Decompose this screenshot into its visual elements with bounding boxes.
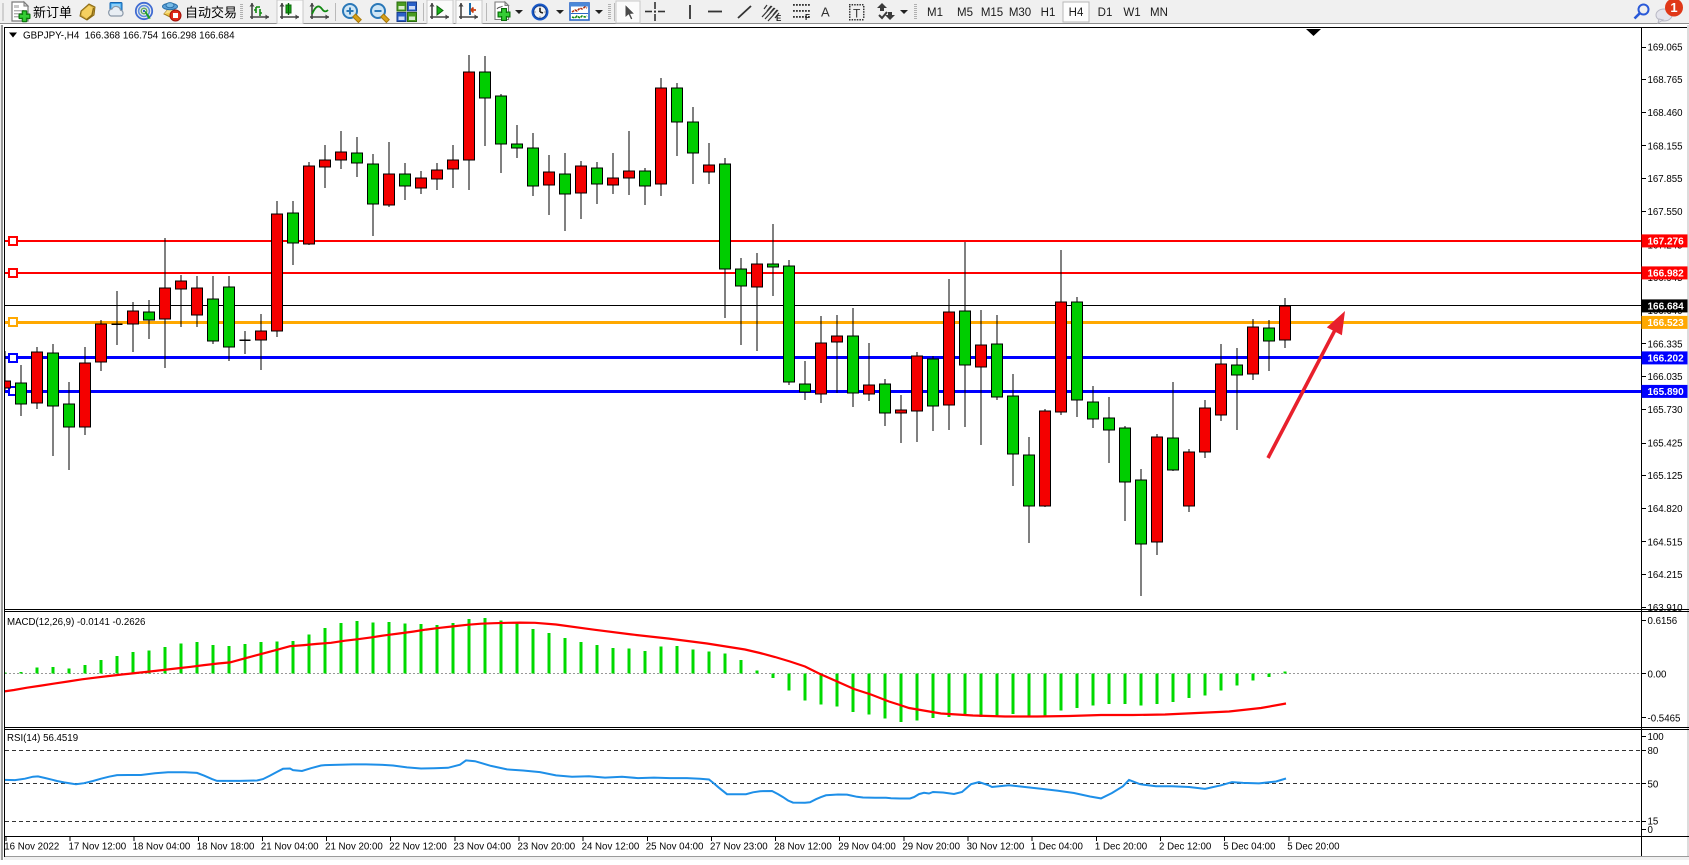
svg-text:D1: D1 [1098,7,1113,19]
svg-text:W1: W1 [1123,7,1140,19]
svg-text:164.515: 164.515 [1648,537,1683,548]
svg-text:165.890: 165.890 [1648,387,1685,398]
svg-text:H4: H4 [1069,7,1084,19]
svg-text:A: A [821,5,830,20]
svg-text:1: 1 [1670,0,1677,15]
svg-text:28 Nov 12:00: 28 Nov 12:00 [774,842,832,853]
svg-text:165.425: 165.425 [1648,438,1683,449]
svg-text:GBPJPY-,H4 166.368 166.754 16: GBPJPY-,H4 166.368 166.754 166.298 166.6… [23,31,235,42]
svg-text:MN: MN [1150,7,1168,19]
svg-text:168.460: 168.460 [1648,108,1684,119]
svg-text:25 Nov 04:00: 25 Nov 04:00 [646,842,704,853]
svg-text:H1: H1 [1041,7,1056,19]
svg-text:18 Nov 18:00: 18 Nov 18:00 [197,842,255,853]
svg-text:21 Nov 20:00: 21 Nov 20:00 [325,842,383,853]
svg-text:23 Nov 04:00: 23 Nov 04:00 [453,842,511,853]
svg-text:E: E [776,14,782,23]
svg-text:29 Nov 20:00: 29 Nov 20:00 [902,842,960,853]
svg-text:RSI(14) 56.4519: RSI(14) 56.4519 [7,733,78,744]
svg-text:164.215: 164.215 [1648,570,1683,581]
svg-text:167.550: 167.550 [1648,207,1684,218]
svg-text:27 Nov 23:00: 27 Nov 23:00 [710,842,768,853]
svg-text:21 Nov 04:00: 21 Nov 04:00 [261,842,319,853]
svg-text:30 Nov 12:00: 30 Nov 12:00 [967,842,1025,853]
svg-text:80: 80 [1648,746,1659,757]
svg-text:M30: M30 [1009,7,1031,19]
svg-text:166.523: 166.523 [1648,318,1685,329]
svg-text:166.982: 166.982 [1648,269,1685,280]
svg-text:50: 50 [1648,779,1659,790]
svg-text:15: 15 [1648,816,1659,827]
svg-text:167.276: 167.276 [1648,237,1685,248]
svg-text:0.00: 0.00 [1648,669,1667,680]
svg-text:168.155: 168.155 [1648,141,1683,152]
svg-text:F: F [805,13,810,22]
svg-text:M15: M15 [981,7,1003,19]
svg-text:169.065: 169.065 [1648,42,1683,53]
svg-text:165.730: 165.730 [1648,405,1684,416]
svg-text:165.125: 165.125 [1648,471,1683,482]
svg-text:23 Nov 20:00: 23 Nov 20:00 [518,842,576,853]
svg-text:16 Nov 2022: 16 Nov 2022 [4,842,59,853]
svg-text:29 Nov 04:00: 29 Nov 04:00 [838,842,896,853]
svg-text:166.684: 166.684 [1648,302,1685,313]
svg-text:M1: M1 [927,7,943,19]
svg-text:168.765: 168.765 [1648,75,1683,86]
svg-text:166.035: 166.035 [1648,372,1683,383]
svg-text:M5: M5 [957,7,973,19]
svg-text:新订单: 新订单 [33,5,72,20]
svg-text:0: 0 [1648,825,1654,836]
svg-text:17 Nov 12:00: 17 Nov 12:00 [69,842,127,853]
svg-text:167.855: 167.855 [1648,174,1683,185]
svg-text:1 Dec 04:00: 1 Dec 04:00 [1031,842,1084,853]
svg-text:MACD(12,26,9) -0.0141 -0.2626: MACD(12,26,9) -0.0141 -0.2626 [7,617,145,628]
svg-text:100: 100 [1648,732,1665,743]
svg-text:T: T [853,7,861,21]
svg-text:166.335: 166.335 [1648,339,1683,350]
svg-text:5 Dec 04:00: 5 Dec 04:00 [1223,842,1276,853]
svg-text:18 Nov 04:00: 18 Nov 04:00 [133,842,191,853]
svg-text:自动交易: 自动交易 [185,5,237,20]
svg-text:0.6156: 0.6156 [1648,616,1678,627]
svg-text:164.820: 164.820 [1648,504,1684,515]
svg-text:163.910: 163.910 [1648,603,1684,614]
svg-text:2 Dec 12:00: 2 Dec 12:00 [1159,842,1212,853]
svg-text:5 Dec 20:00: 5 Dec 20:00 [1287,842,1340,853]
svg-text:22 Nov 12:00: 22 Nov 12:00 [389,842,447,853]
svg-text:-0.5465: -0.5465 [1648,713,1681,724]
svg-text:24 Nov 12:00: 24 Nov 12:00 [582,842,640,853]
svg-text:1 Dec 20:00: 1 Dec 20:00 [1095,842,1148,853]
svg-text:166.202: 166.202 [1648,354,1685,365]
